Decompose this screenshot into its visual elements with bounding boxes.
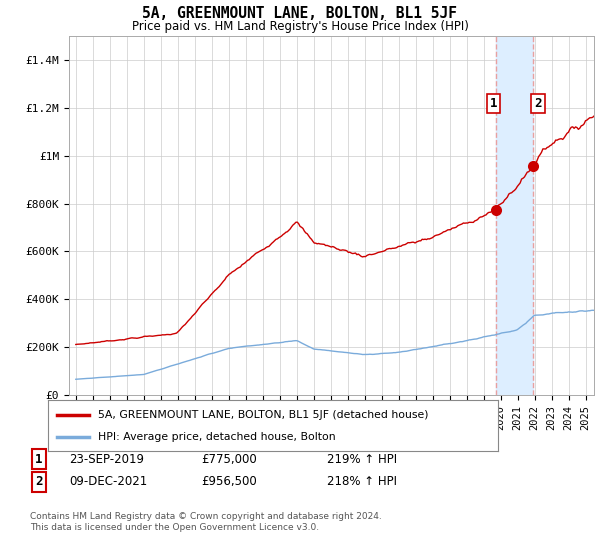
Text: 2: 2: [535, 97, 542, 110]
Text: 09-DEC-2021: 09-DEC-2021: [69, 475, 147, 488]
Bar: [496, 36, 533, 395]
Text: £775,000: £775,000: [201, 452, 257, 466]
Text: £956,500: £956,500: [201, 475, 257, 488]
Text: 5A, GREENMOUNT LANE, BOLTON, BL1 5JF: 5A, GREENMOUNT LANE, BOLTON, BL1 5JF: [143, 6, 458, 21]
Text: HPI: Average price, detached house, Bolton: HPI: Average price, detached house, Bolt…: [97, 432, 335, 442]
Text: 2: 2: [35, 475, 43, 488]
Text: Contains HM Land Registry data © Crown copyright and database right 2024.
This d: Contains HM Land Registry data © Crown c…: [30, 512, 382, 532]
Text: Price paid vs. HM Land Registry's House Price Index (HPI): Price paid vs. HM Land Registry's House …: [131, 20, 469, 32]
Text: 1: 1: [35, 452, 43, 466]
Text: 23-SEP-2019: 23-SEP-2019: [69, 452, 144, 466]
Text: 218% ↑ HPI: 218% ↑ HPI: [327, 475, 397, 488]
Text: 5A, GREENMOUNT LANE, BOLTON, BL1 5JF (detached house): 5A, GREENMOUNT LANE, BOLTON, BL1 5JF (de…: [97, 409, 428, 419]
Text: 219% ↑ HPI: 219% ↑ HPI: [327, 452, 397, 466]
Text: 1: 1: [490, 97, 497, 110]
